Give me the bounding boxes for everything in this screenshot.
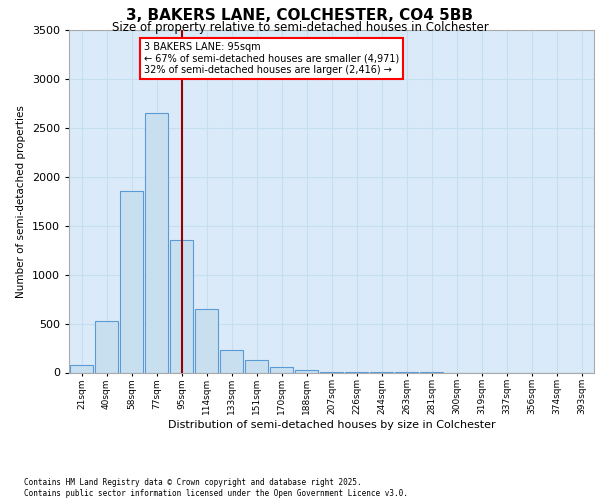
Bar [220,350,244,372]
Bar [119,192,143,372]
Bar [269,366,293,372]
Text: Size of property relative to semi-detached houses in Colchester: Size of property relative to semi-detach… [112,21,488,34]
Text: 3, BAKERS LANE, COLCHESTER, CO4 5BB: 3, BAKERS LANE, COLCHESTER, CO4 5BB [127,8,473,22]
Bar [194,309,218,372]
Bar [295,370,319,372]
Text: 3 BAKERS LANE: 95sqm
← 67% of semi-detached houses are smaller (4,971)
32% of se: 3 BAKERS LANE: 95sqm ← 67% of semi-detac… [144,42,399,75]
Bar [170,240,193,372]
Bar [145,113,169,372]
Text: Contains HM Land Registry data © Crown copyright and database right 2025.
Contai: Contains HM Land Registry data © Crown c… [24,478,408,498]
Bar [95,320,118,372]
Bar [245,360,268,372]
Y-axis label: Number of semi-detached properties: Number of semi-detached properties [16,105,26,298]
X-axis label: Distribution of semi-detached houses by size in Colchester: Distribution of semi-detached houses by … [167,420,496,430]
Bar [70,365,94,372]
